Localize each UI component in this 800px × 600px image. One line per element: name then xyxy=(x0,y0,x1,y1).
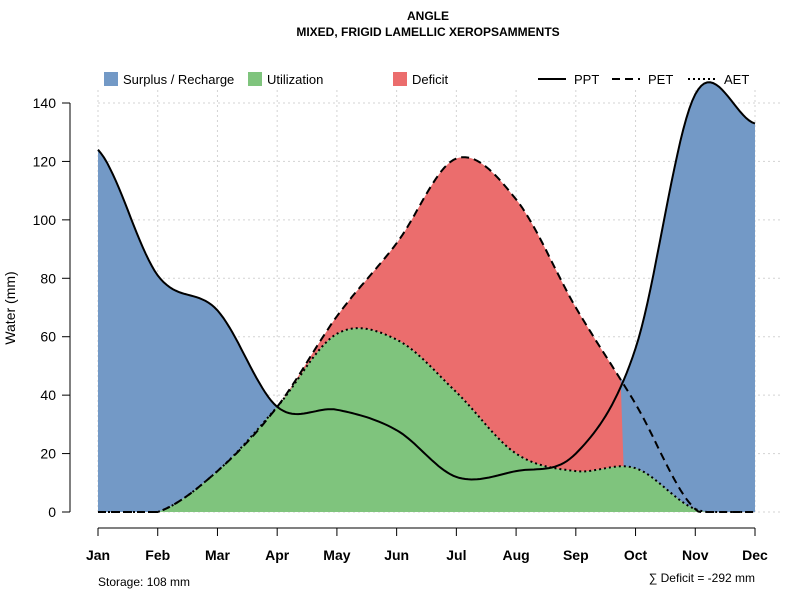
legend-label: Deficit xyxy=(412,72,449,87)
legend-label: PET xyxy=(648,72,673,87)
y-tick-label: 120 xyxy=(33,153,57,169)
y-axis-label: Water (mm) xyxy=(2,271,18,344)
y-tick-label: 20 xyxy=(40,446,56,462)
area-utilization xyxy=(98,328,755,512)
pet-line xyxy=(98,156,755,513)
legend-label: AET xyxy=(724,72,749,87)
y-tick-label: 100 xyxy=(33,212,57,228)
y-tick-label: 40 xyxy=(40,387,56,403)
legend-swatch xyxy=(104,72,118,86)
ppt-line xyxy=(97,81,756,481)
aet-line xyxy=(98,327,755,513)
x-tick-label: Oct xyxy=(624,547,648,563)
x-tick-label: Aug xyxy=(502,547,529,563)
x-tick-label: Jun xyxy=(384,547,409,563)
area-deficit xyxy=(98,157,755,512)
x-tick-label: Jan xyxy=(86,547,110,563)
y-tick-label: 0 xyxy=(48,504,56,520)
line-layer xyxy=(97,81,756,513)
area-surplus-recharge xyxy=(98,82,755,513)
x-tick-label: Dec xyxy=(742,547,768,563)
y-tick-label: 80 xyxy=(40,270,56,286)
legend: Surplus / Recharge Utilization Deficit PPT P… xyxy=(104,72,749,87)
legend-label: Surplus / Recharge xyxy=(123,72,234,87)
x-tick-label: Mar xyxy=(205,547,230,563)
legend-label: Utilization xyxy=(267,72,323,87)
x-tick-label: Nov xyxy=(682,547,709,563)
x-tick-label: May xyxy=(323,547,350,563)
x-tick-label: Apr xyxy=(265,547,290,563)
axes: 0 20 40 60 80 100 120 140 Jan Feb Mar Apr May Jun Jul A… xyxy=(33,95,768,563)
legend-swatch xyxy=(248,72,262,86)
deficit-label: ∑ Deficit = -292 mm xyxy=(649,571,755,585)
legend-swatch xyxy=(393,72,407,86)
storage-label: Storage: 108 mm xyxy=(98,575,190,589)
chart-subtitle: MIXED, FRIGID LAMELLIC XEROPSAMMENTS xyxy=(296,25,559,39)
legend-label: PPT xyxy=(574,72,599,87)
y-tick-label: 60 xyxy=(40,329,56,345)
x-tick-label: Feb xyxy=(145,547,170,563)
area-layer xyxy=(98,82,755,513)
y-tick-label: 140 xyxy=(33,95,57,111)
x-tick-label: Sep xyxy=(563,547,589,563)
x-tick-label: Jul xyxy=(446,547,466,563)
chart-title: ANGLE xyxy=(407,9,449,23)
